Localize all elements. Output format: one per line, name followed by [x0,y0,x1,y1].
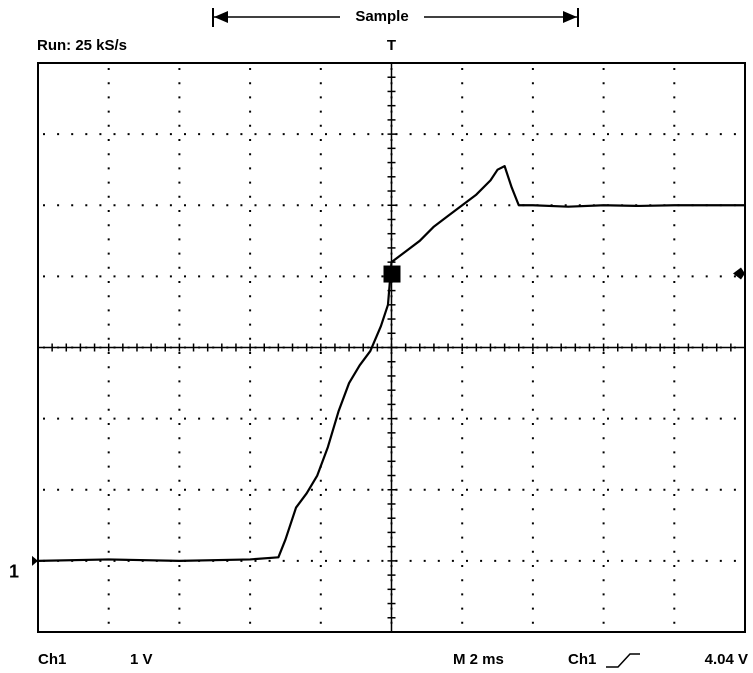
trace [37,165,745,562]
trigger-slope-icon [606,653,640,668]
trigger-point [383,265,401,283]
ground-marker [32,555,38,566]
channel-label: Ch1 [38,651,66,668]
trigger-level-label: 4.04 V [705,651,748,668]
volts-per-div: 1 V [130,651,153,668]
channel-marker: 1 [9,562,19,582]
time-per-div: M 2 ms [453,651,504,668]
trigger-level-marker [733,267,745,280]
trigger-source: Ch1 [568,651,596,668]
trigger-position-marker: T [387,37,396,54]
run-status: Run: 25 kS/s [37,37,127,54]
sample-label: Sample [355,8,408,25]
plot-frame [37,62,746,633]
